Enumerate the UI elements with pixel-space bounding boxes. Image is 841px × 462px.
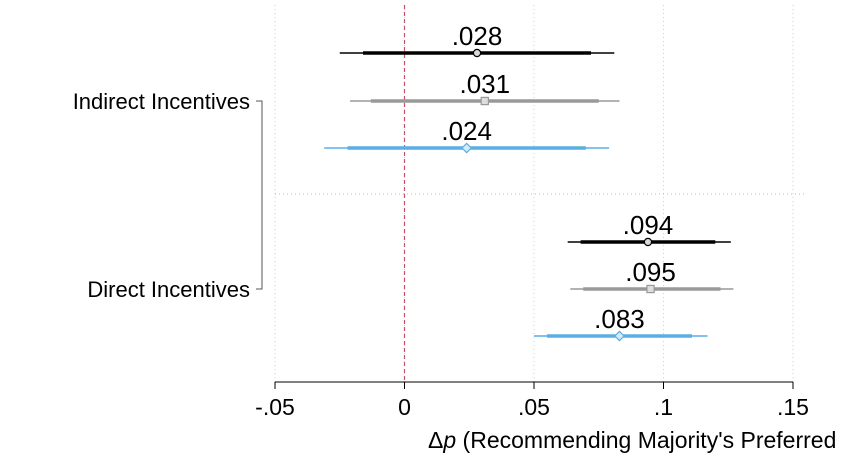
group-label-layer: Indirect Incentives Direct Incentives: [73, 89, 250, 302]
estimate-label-g1-e0: .094: [623, 210, 674, 240]
group-label-indirect-incentives: Indirect Incentives: [73, 89, 250, 114]
grid-layer: [274, 5, 805, 382]
point-marker-g1-e0: [643, 237, 653, 247]
x-tick-label-0: -.05: [255, 394, 295, 420]
estimate-label-g1-e2: .083: [594, 304, 645, 334]
estimates-layer: .028 .031 .024 .094 .095 .083: [324, 21, 734, 342]
x-axis-label: Δp (Recommending Majority's Preferred Po…: [428, 427, 841, 453]
estimate-label-g0-e1: .031: [459, 69, 510, 99]
group-label-direct-incentives: Direct Incentives: [87, 277, 250, 302]
estimate-label-g0-e0: .028: [452, 21, 503, 51]
x-tick-label-2: .05: [518, 394, 550, 420]
point-marker-g1-e2: [614, 330, 625, 342]
x-tick-label-1: 0: [398, 394, 411, 420]
group-bracket: [256, 100, 263, 290]
point-marker-g0-e1: [480, 96, 489, 106]
point-marker-g0-e0: [472, 48, 482, 58]
x-tick-label-3: .1: [654, 394, 673, 420]
point-marker-g1-e1: [646, 284, 655, 294]
group-bracket-layer: [256, 100, 263, 290]
point-marker-g0-e2: [461, 142, 473, 154]
estimate-label-g1-e1: .095: [625, 257, 676, 287]
estimate-label-g0-e2: .024: [441, 116, 492, 146]
x-tick-label-4: .15: [777, 394, 809, 420]
x-axis: -.05 0 .05 .1 .15: [255, 381, 809, 420]
